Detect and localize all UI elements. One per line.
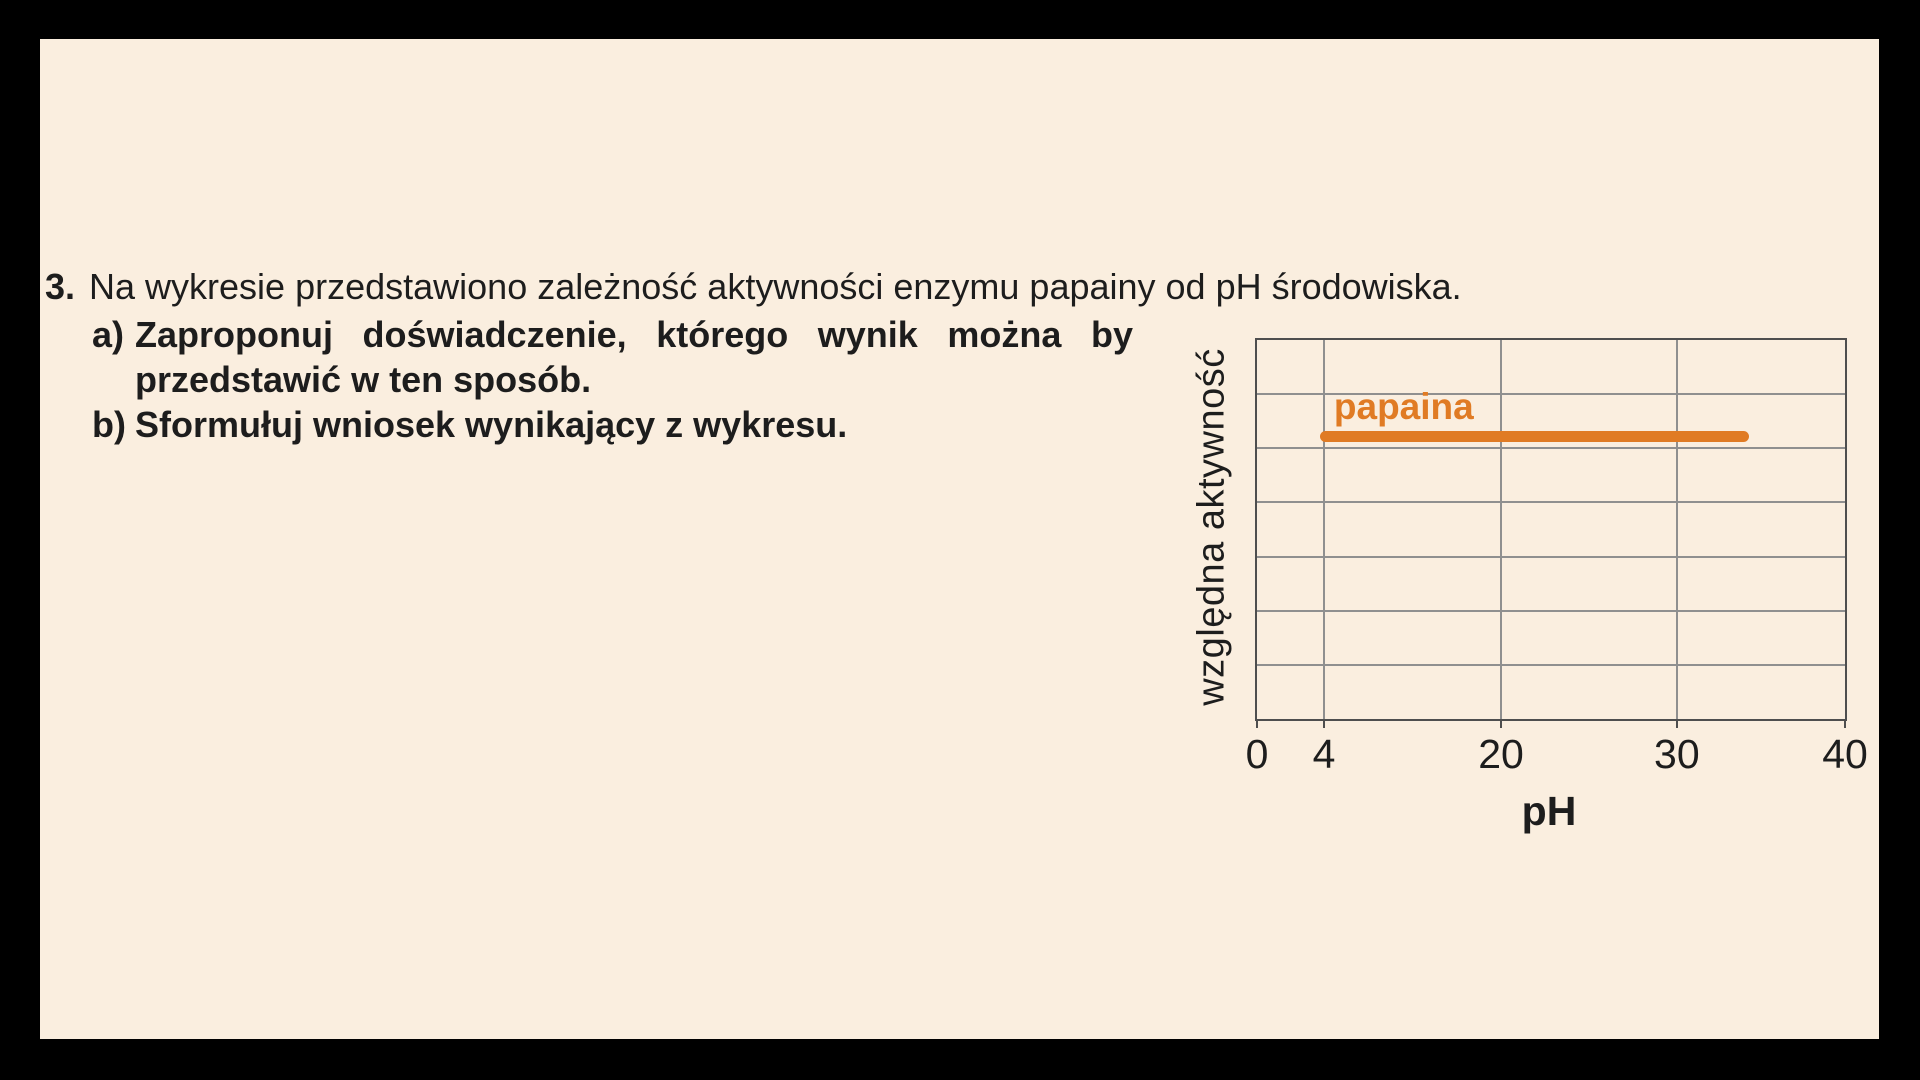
vertical-gridline [1675, 340, 1678, 719]
vertical-gridline [1323, 340, 1326, 719]
x-tick-label: 4 [1312, 731, 1336, 777]
x-tick-mark [1500, 719, 1503, 728]
subitem-a-label: a) [92, 314, 125, 355]
question-line: 3. Na wykresie przedstawiono zależność ak… [45, 264, 1462, 309]
x-tick-label: 30 [1654, 731, 1700, 777]
question-text: Na wykresie przedstawiono zależność akty… [89, 266, 1462, 307]
series-label-papaina: papaina [1333, 385, 1474, 427]
y-axis-title: względna aktywność [1190, 348, 1233, 706]
horizontal-gridline [1257, 447, 1845, 450]
question-number: 3. [45, 266, 76, 307]
x-tick-mark [1844, 719, 1846, 728]
x-tick-mark [1675, 719, 1678, 728]
worksheet-page: 3. Na wykresie przedstawiono zależność ak… [40, 39, 1879, 1039]
x-tick-label: 40 [1822, 731, 1868, 777]
subitem-b-label: b) [92, 404, 126, 445]
horizontal-gridline [1257, 609, 1845, 612]
series-line-papaina [1319, 430, 1750, 442]
subitem-a-line1: Zaproponuj doświadczenie, którego wynik … [135, 314, 1133, 355]
subitem-a-line2: przedstawić w ten sposób. [135, 359, 592, 400]
x-tick-label: 20 [1478, 731, 1524, 777]
horizontal-gridline [1257, 393, 1845, 396]
horizontal-gridline [1257, 663, 1845, 666]
x-tick-mark [1256, 719, 1258, 728]
horizontal-gridline [1257, 501, 1845, 504]
horizontal-gridline [1257, 555, 1845, 558]
x-axis-title: pH [1521, 788, 1577, 834]
vertical-gridline [1500, 340, 1503, 719]
x-tick-label: 0 [1245, 731, 1269, 777]
x-tick-mark [1323, 719, 1326, 728]
chart-plot-area: papaina [1255, 338, 1847, 721]
subitem-b-line1: Sformułuj wniosek wynikający z wykresu. [135, 404, 848, 445]
